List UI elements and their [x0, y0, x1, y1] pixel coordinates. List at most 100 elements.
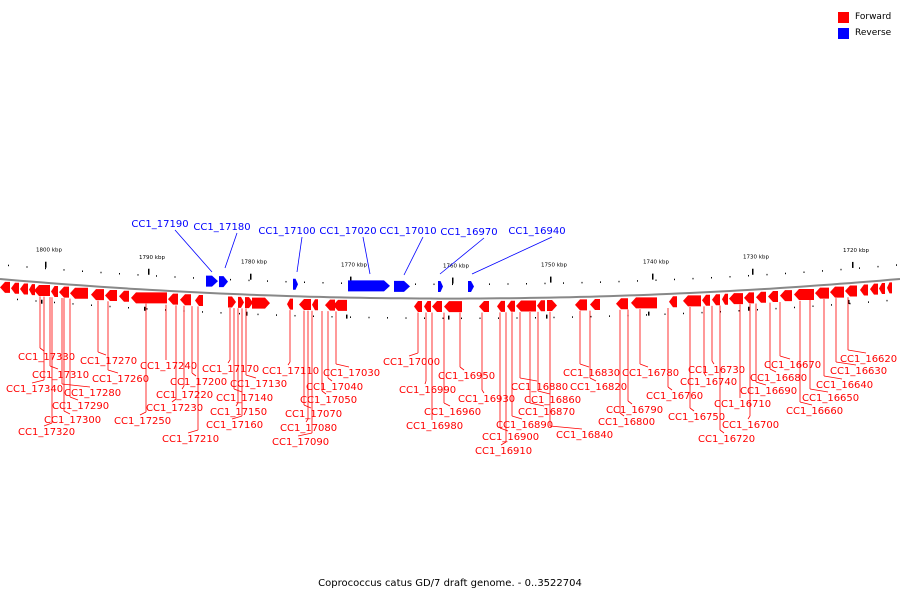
forward-gene-label: CC1_16660: [786, 406, 843, 417]
forward-gene-label: CC1_16900: [482, 432, 539, 443]
forward-leader-line: [305, 418, 309, 423]
forward-gene-label: CC1_17070: [285, 409, 342, 420]
minor-tick: [294, 314, 296, 317]
forward-gene-arrow: [845, 285, 857, 297]
forward-leader-line: [231, 415, 243, 420]
forward-leader-line: [181, 385, 185, 390]
forward-gene-arrow: [180, 294, 191, 306]
forward-gene-label: CC1_17280: [64, 388, 121, 399]
minor-tick: [664, 313, 666, 315]
forward-gene-label: CC1_16950: [438, 371, 495, 382]
minor-tick: [442, 317, 444, 320]
minor-tick: [230, 278, 231, 281]
reverse-leader-line: [471, 236, 553, 275]
minor-tick: [452, 283, 453, 286]
minor-tick: [387, 317, 388, 319]
forward-gene-arrow: [238, 296, 244, 308]
forward-gene-arrow: [669, 296, 677, 308]
forward-leader-line: [297, 432, 313, 437]
major-tick: [350, 276, 352, 283]
legend-item-forward: Forward: [838, 9, 891, 25]
forward-gene-label: CC1_16740: [680, 377, 737, 388]
minor-tick: [461, 317, 462, 320]
minor-tick: [785, 272, 786, 275]
major-tick: [852, 261, 854, 268]
forward-gene-arrow: [507, 300, 515, 312]
forward-leader-line: [227, 359, 231, 364]
minor-tick: [757, 308, 758, 311]
forward-gene-arrow: [0, 281, 10, 293]
forward-gene-arrow: [11, 282, 19, 294]
forward-leader-line: [287, 361, 291, 366]
forward-leader-line: [809, 388, 829, 393]
forward-gene-label: CC1_17250: [114, 416, 171, 427]
forward-leader-line: [61, 383, 91, 388]
minor-tick: [100, 271, 102, 274]
minor-tick: [54, 301, 55, 304]
minor-tick: [239, 312, 240, 315]
inner-tick: [546, 314, 548, 319]
minor-tick: [803, 271, 805, 273]
minor-tick: [748, 274, 749, 277]
forward-leader-line: [511, 415, 523, 420]
reverse-swatch: [838, 27, 849, 39]
forward-gene-label: CC1_17080: [280, 423, 337, 434]
minor-tick: [535, 317, 536, 319]
forward-leader-line: [235, 402, 239, 407]
forward-leader-line: [619, 412, 625, 417]
minor-tick: [498, 317, 499, 319]
reverse-leader-line: [174, 229, 213, 273]
major-tick: [550, 276, 552, 283]
forward-gene-label: CC1_16730: [688, 365, 745, 376]
minor-tick: [794, 306, 795, 309]
forward-gene-label: CC1_16700: [722, 420, 779, 431]
forward-gene-arrow: [879, 283, 885, 295]
minor-tick: [544, 282, 546, 285]
forward-gene-label: CC1_16960: [424, 407, 481, 418]
forward-gene-label: CC1_16980: [406, 421, 463, 432]
forward-leader-line: [171, 398, 177, 403]
forward-leader-line: [327, 377, 333, 382]
forward-leader-line: [769, 368, 777, 373]
inner-tick: [41, 299, 43, 304]
reverse-leader-line: [224, 232, 238, 269]
forward-gene-label: CC1_17300: [44, 415, 101, 426]
forward-gene-arrow: [830, 286, 844, 298]
forward-gene-label: CC1_17140: [216, 393, 273, 404]
genome-caption: Coprococcus catus GD/7 draft genome. - 0…: [318, 578, 582, 589]
inner-tick: [346, 314, 348, 319]
minor-tick: [174, 276, 176, 278]
minor-tick: [276, 314, 277, 316]
forward-leader-line: [97, 351, 107, 356]
minor-tick: [553, 316, 555, 319]
forward-gene-arrow: [20, 283, 28, 295]
reverse-gene-arrow: [206, 275, 218, 287]
forward-leader-line: [755, 381, 767, 386]
forward-gene-arrow: [590, 299, 600, 311]
scale-label: 1720 kbp: [843, 248, 869, 254]
forward-gene-label: CC1_17320: [18, 427, 75, 438]
inner-tick: [848, 299, 850, 304]
forward-leader-line: [549, 425, 583, 430]
forward-gene-arrow: [333, 299, 347, 311]
minor-tick: [637, 280, 638, 282]
forward-leader-line: [747, 415, 751, 420]
forward-leader-line: [191, 372, 197, 377]
forward-leader-line: [589, 377, 597, 382]
minor-tick: [415, 283, 416, 285]
scale-label: 1770 kbp: [341, 263, 367, 269]
forward-leader-line: [719, 429, 725, 434]
forward-gene-label: CC1_16800: [598, 417, 655, 428]
forward-gene-label: CC1_17290: [52, 401, 109, 412]
forward-leader-line: [139, 411, 147, 416]
forward-gene-arrow: [722, 293, 728, 305]
forward-leader-line: [187, 429, 199, 434]
minor-tick: [859, 267, 860, 269]
minor-tick: [156, 275, 157, 277]
minor-tick: [433, 283, 435, 286]
forward-gene-arrow: [51, 285, 58, 297]
forward-gene-label: CC1_17230: [146, 403, 203, 414]
inner-tick: [448, 315, 450, 320]
forward-gene-arrow: [325, 299, 335, 311]
forward-gene-label: CC1_16680: [750, 373, 807, 384]
